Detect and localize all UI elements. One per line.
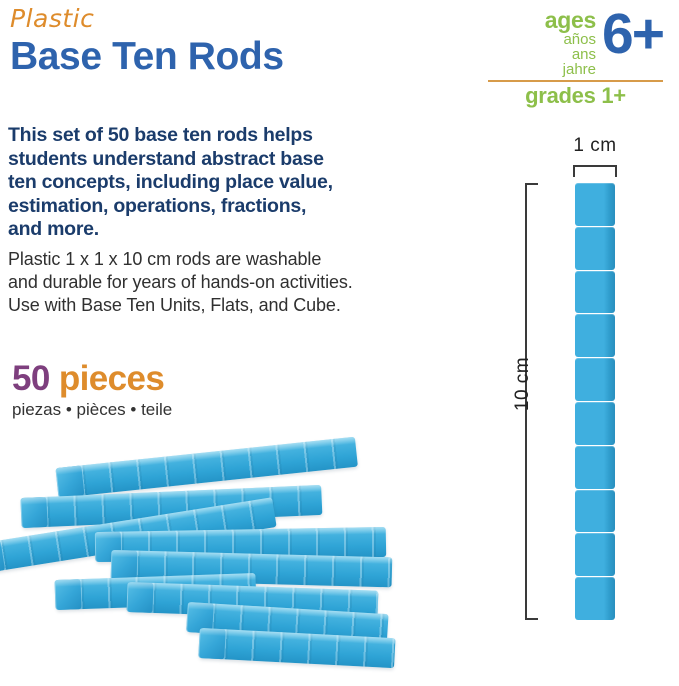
rod-unit-segment (575, 577, 615, 620)
product-rod-end-cap (198, 627, 226, 660)
ages-language-list: ages años ans jahre (544, 6, 597, 78)
rod-unit-segment (575, 489, 615, 533)
grades-label: grades 1+ (525, 83, 626, 108)
ages-label: ages (544, 7, 597, 33)
piece-count-line: 50 pieces (12, 360, 332, 398)
diagram-rod (575, 183, 615, 620)
piece-count-label: pieces (49, 359, 165, 398)
rod-unit-segment (575, 401, 615, 445)
rod-unit-segment (575, 226, 615, 270)
product-kicker: Plastic (10, 4, 95, 33)
rod-dimension-diagram: 1 cm 10 cm (505, 135, 665, 635)
age-value: 6+ (602, 2, 665, 66)
piece-count-languages: piezas • pièces • teile (12, 400, 173, 419)
piece-count: 50 pieces piezas • pièces • teile (12, 360, 332, 420)
product-rod-end-cap (20, 496, 48, 529)
product-rod-end-cap (110, 549, 138, 581)
product-rod-end-cap (55, 465, 85, 499)
product-rod-end-cap (54, 579, 82, 611)
ages-label-es: años (563, 31, 596, 48)
rod-unit-segment (575, 533, 615, 577)
ages-row: ages años ans jahre 6+ (488, 2, 665, 78)
rod-unit-segment (575, 358, 615, 401)
piece-count-number: 50 (12, 359, 50, 398)
description-primary: This set of 50 base ten rods helps stude… (8, 124, 333, 240)
ages-label-fr: ans (571, 46, 596, 63)
diagram-height-bracket (525, 183, 538, 620)
diagram-height-label: 10 cm (512, 356, 533, 412)
rod-unit-segment (575, 270, 615, 314)
ages-label-de: jahre (562, 61, 596, 78)
rod-unit-segment (575, 445, 615, 489)
product-photo-rod-pile (0, 432, 396, 686)
diagram-width-bracket (573, 165, 617, 177)
ages-badge: ages años ans jahre 6+ grades 1+ (488, 2, 665, 109)
product-header: Plastic Base Ten Rods (10, 4, 470, 79)
product-rod-end-cap (0, 540, 6, 574)
description-secondary: Plastic 1 x 1 x 10 cm rods are washable … (8, 249, 353, 315)
badge-divider (488, 80, 663, 82)
page-title: Base Ten Rods (10, 35, 284, 78)
rod-unit-segment (575, 314, 615, 358)
diagram-width-label: 1 cm (573, 135, 617, 156)
product-rod-end-cap (126, 581, 154, 613)
rod-unit-segment (575, 183, 615, 226)
